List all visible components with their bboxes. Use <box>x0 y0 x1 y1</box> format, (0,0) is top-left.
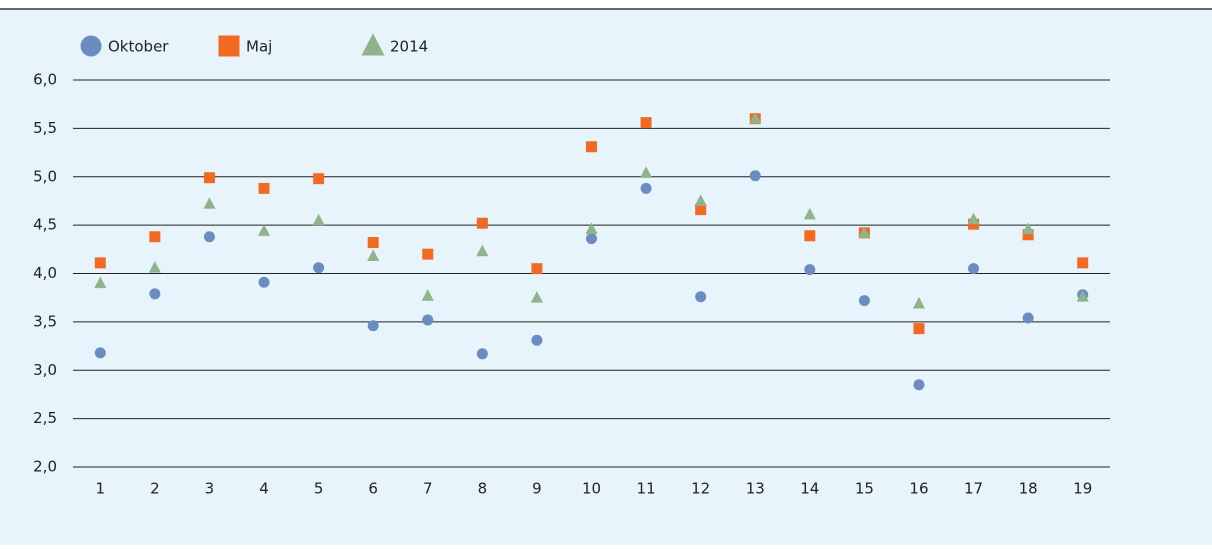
data-point <box>312 213 325 226</box>
data-point <box>421 289 434 301</box>
data-point <box>1077 257 1089 269</box>
data-point <box>149 288 161 300</box>
data-point <box>913 323 925 335</box>
data-point <box>967 212 980 225</box>
x-tick-label: 19 <box>1073 480 1092 498</box>
data-point <box>476 217 488 229</box>
data-point <box>640 182 652 194</box>
legend-label: 2014 <box>390 38 428 56</box>
legend-swatch <box>218 35 240 57</box>
data-point <box>586 233 597 245</box>
data-point <box>257 224 271 236</box>
data-point <box>1076 290 1089 302</box>
data-point <box>367 320 379 332</box>
data-point <box>531 334 543 346</box>
x-tick-label: 17 <box>964 480 983 498</box>
x-tick-label: 11 <box>637 480 656 498</box>
data-point <box>476 244 489 257</box>
data-point <box>803 207 816 220</box>
data-point <box>203 172 215 184</box>
x-tick-label: 18 <box>1019 480 1038 498</box>
x-tick-label: 7 <box>423 480 433 498</box>
x-tick-label: 14 <box>800 480 819 498</box>
legend-swatch <box>361 33 385 56</box>
data-point <box>1022 222 1035 234</box>
data-point <box>749 112 762 124</box>
data-point <box>695 291 707 303</box>
data-point <box>586 141 597 153</box>
data-point <box>94 347 106 359</box>
data-point <box>1022 312 1034 324</box>
data-point <box>422 248 434 260</box>
x-tick-label: 15 <box>855 480 874 498</box>
data-point <box>1022 229 1034 241</box>
y-tick-label: 3,5 <box>33 312 57 330</box>
data-point <box>203 197 216 209</box>
data-point <box>530 291 543 303</box>
legend-label: Maj <box>246 38 272 56</box>
data-point <box>695 204 707 216</box>
legend-label: Oktober <box>108 38 169 56</box>
data-point <box>640 117 652 129</box>
data-point <box>913 379 925 391</box>
legend-swatch <box>80 35 102 57</box>
data-point <box>531 263 543 275</box>
x-tick-label: 12 <box>691 480 710 498</box>
data-point <box>94 257 106 269</box>
x-tick-label: 9 <box>532 480 542 498</box>
data-point <box>148 261 161 273</box>
y-tick-label: 2,5 <box>33 409 57 427</box>
y-tick-label: 5,5 <box>33 119 57 137</box>
x-tick-label: 16 <box>909 480 928 498</box>
data-point <box>367 249 380 262</box>
x-tick-label: 13 <box>746 480 765 498</box>
y-tick-label: 3,0 <box>33 361 57 379</box>
data-point <box>749 170 761 182</box>
x-tick-label: 2 <box>150 480 160 498</box>
y-tick-label: 2,0 <box>33 458 57 476</box>
x-tick-label: 10 <box>582 480 601 498</box>
data-point <box>422 314 434 326</box>
x-tick-label: 6 <box>368 480 378 498</box>
x-tick-label: 1 <box>96 480 106 498</box>
data-point <box>804 230 816 242</box>
background <box>0 10 1212 545</box>
x-tick-label: 3 <box>205 480 215 498</box>
x-tick-label: 5 <box>314 480 324 498</box>
data-point <box>149 231 161 243</box>
y-tick-label: 5,0 <box>33 167 57 185</box>
data-point <box>912 296 926 309</box>
data-point <box>94 276 107 289</box>
x-tick-label: 4 <box>259 480 269 498</box>
data-point <box>313 262 325 274</box>
data-point <box>640 166 653 178</box>
data-point <box>203 231 215 243</box>
data-point <box>694 194 707 206</box>
data-point <box>804 264 816 276</box>
y-tick-label: 6,0 <box>33 71 57 89</box>
data-point <box>858 295 870 307</box>
data-point <box>313 173 325 185</box>
data-point <box>258 182 270 194</box>
data-point <box>476 348 488 360</box>
y-tick-label: 4,5 <box>33 216 57 234</box>
x-tick-label: 8 <box>478 480 488 498</box>
data-point <box>258 276 270 288</box>
data-point <box>968 263 980 275</box>
data-point <box>585 222 598 234</box>
y-tick-label: 4,0 <box>33 264 57 282</box>
data-point <box>858 226 871 238</box>
data-point <box>367 237 379 249</box>
